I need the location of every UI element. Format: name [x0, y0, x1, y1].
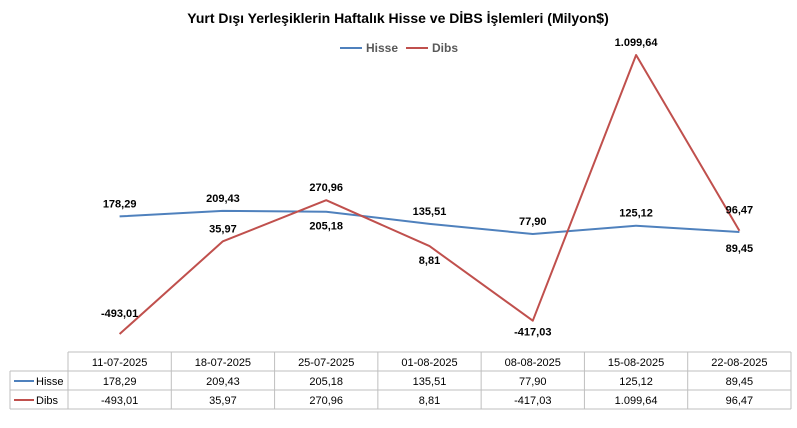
table-cell: 178,29 — [103, 376, 137, 388]
data-label-dibs-2: 270,96 — [309, 182, 343, 194]
data-label-dibs-3: 8,81 — [419, 255, 440, 267]
table-header-cell: 22-08-2025 — [711, 357, 767, 369]
table-cell: 270,96 — [309, 395, 343, 407]
data-label-hisse-0: 178,29 — [103, 198, 137, 210]
table-cell: 209,43 — [206, 376, 240, 388]
data-label-hisse-2: 205,18 — [309, 221, 343, 233]
table-header-cell: 15-08-2025 — [608, 357, 664, 369]
data-labels: 178,29 209,43 205,18 135,51 77,90 125,12 89,45… — [101, 37, 753, 339]
data-label-dibs-6: 96,47 — [726, 205, 754, 217]
legend-label-dibs: Dibs — [432, 41, 458, 55]
table-header-cell: 08-08-2025 — [505, 357, 561, 369]
data-label-hisse-5: 125,12 — [619, 208, 653, 220]
table-header-cell: 11-07-2025 — [92, 357, 147, 369]
table-row-label-dibs: Dibs — [36, 395, 59, 407]
table-cell: 1.099,64 — [615, 395, 658, 407]
legend: Hisse Dibs — [340, 41, 458, 55]
series-line-hisse — [119, 209, 740, 235]
legend-label-hisse: Hisse — [366, 41, 398, 55]
table-header-cell: 25-07-2025 — [298, 357, 354, 369]
table-cell: 77,90 — [519, 376, 547, 388]
data-label-hisse-1: 209,43 — [206, 193, 240, 205]
table-header-cell: 18-07-2025 — [195, 357, 251, 369]
data-label-dibs-4: -417,03 — [514, 327, 551, 339]
table-row-label-hisse: Hisse — [36, 376, 64, 388]
table-cell: 125,12 — [619, 376, 653, 388]
data-label-dibs-5: 1.099,64 — [615, 37, 659, 49]
plot-area — [118, 54, 741, 335]
data-label-dibs-0: -493,01 — [101, 308, 138, 320]
table-cell: 8,81 — [419, 395, 440, 407]
table-header-cell: 01-08-2025 — [401, 357, 457, 369]
table-cell: 89,45 — [726, 376, 754, 388]
table-cell: -493,01 — [101, 395, 138, 407]
data-label-hisse-3: 135,51 — [413, 206, 447, 218]
data-label-hisse-6: 89,45 — [726, 243, 754, 255]
table-cell: 205,18 — [309, 376, 343, 388]
table-cell: -417,03 — [514, 395, 551, 407]
table-cell: 135,51 — [413, 376, 447, 388]
data-label-dibs-1: 35,97 — [209, 223, 237, 235]
data-table: 11-07-2025 18-07-2025 25-07-2025 01-08-2025… — [9, 351, 792, 410]
table-cell: 96,47 — [726, 395, 754, 407]
table-cell: 35,97 — [209, 395, 237, 407]
series-line-dibs — [118, 54, 741, 335]
data-label-hisse-4: 77,90 — [519, 216, 547, 228]
chart-title: Yurt Dışı Yerleşiklerin Haftalık Hisse v… — [187, 10, 608, 26]
